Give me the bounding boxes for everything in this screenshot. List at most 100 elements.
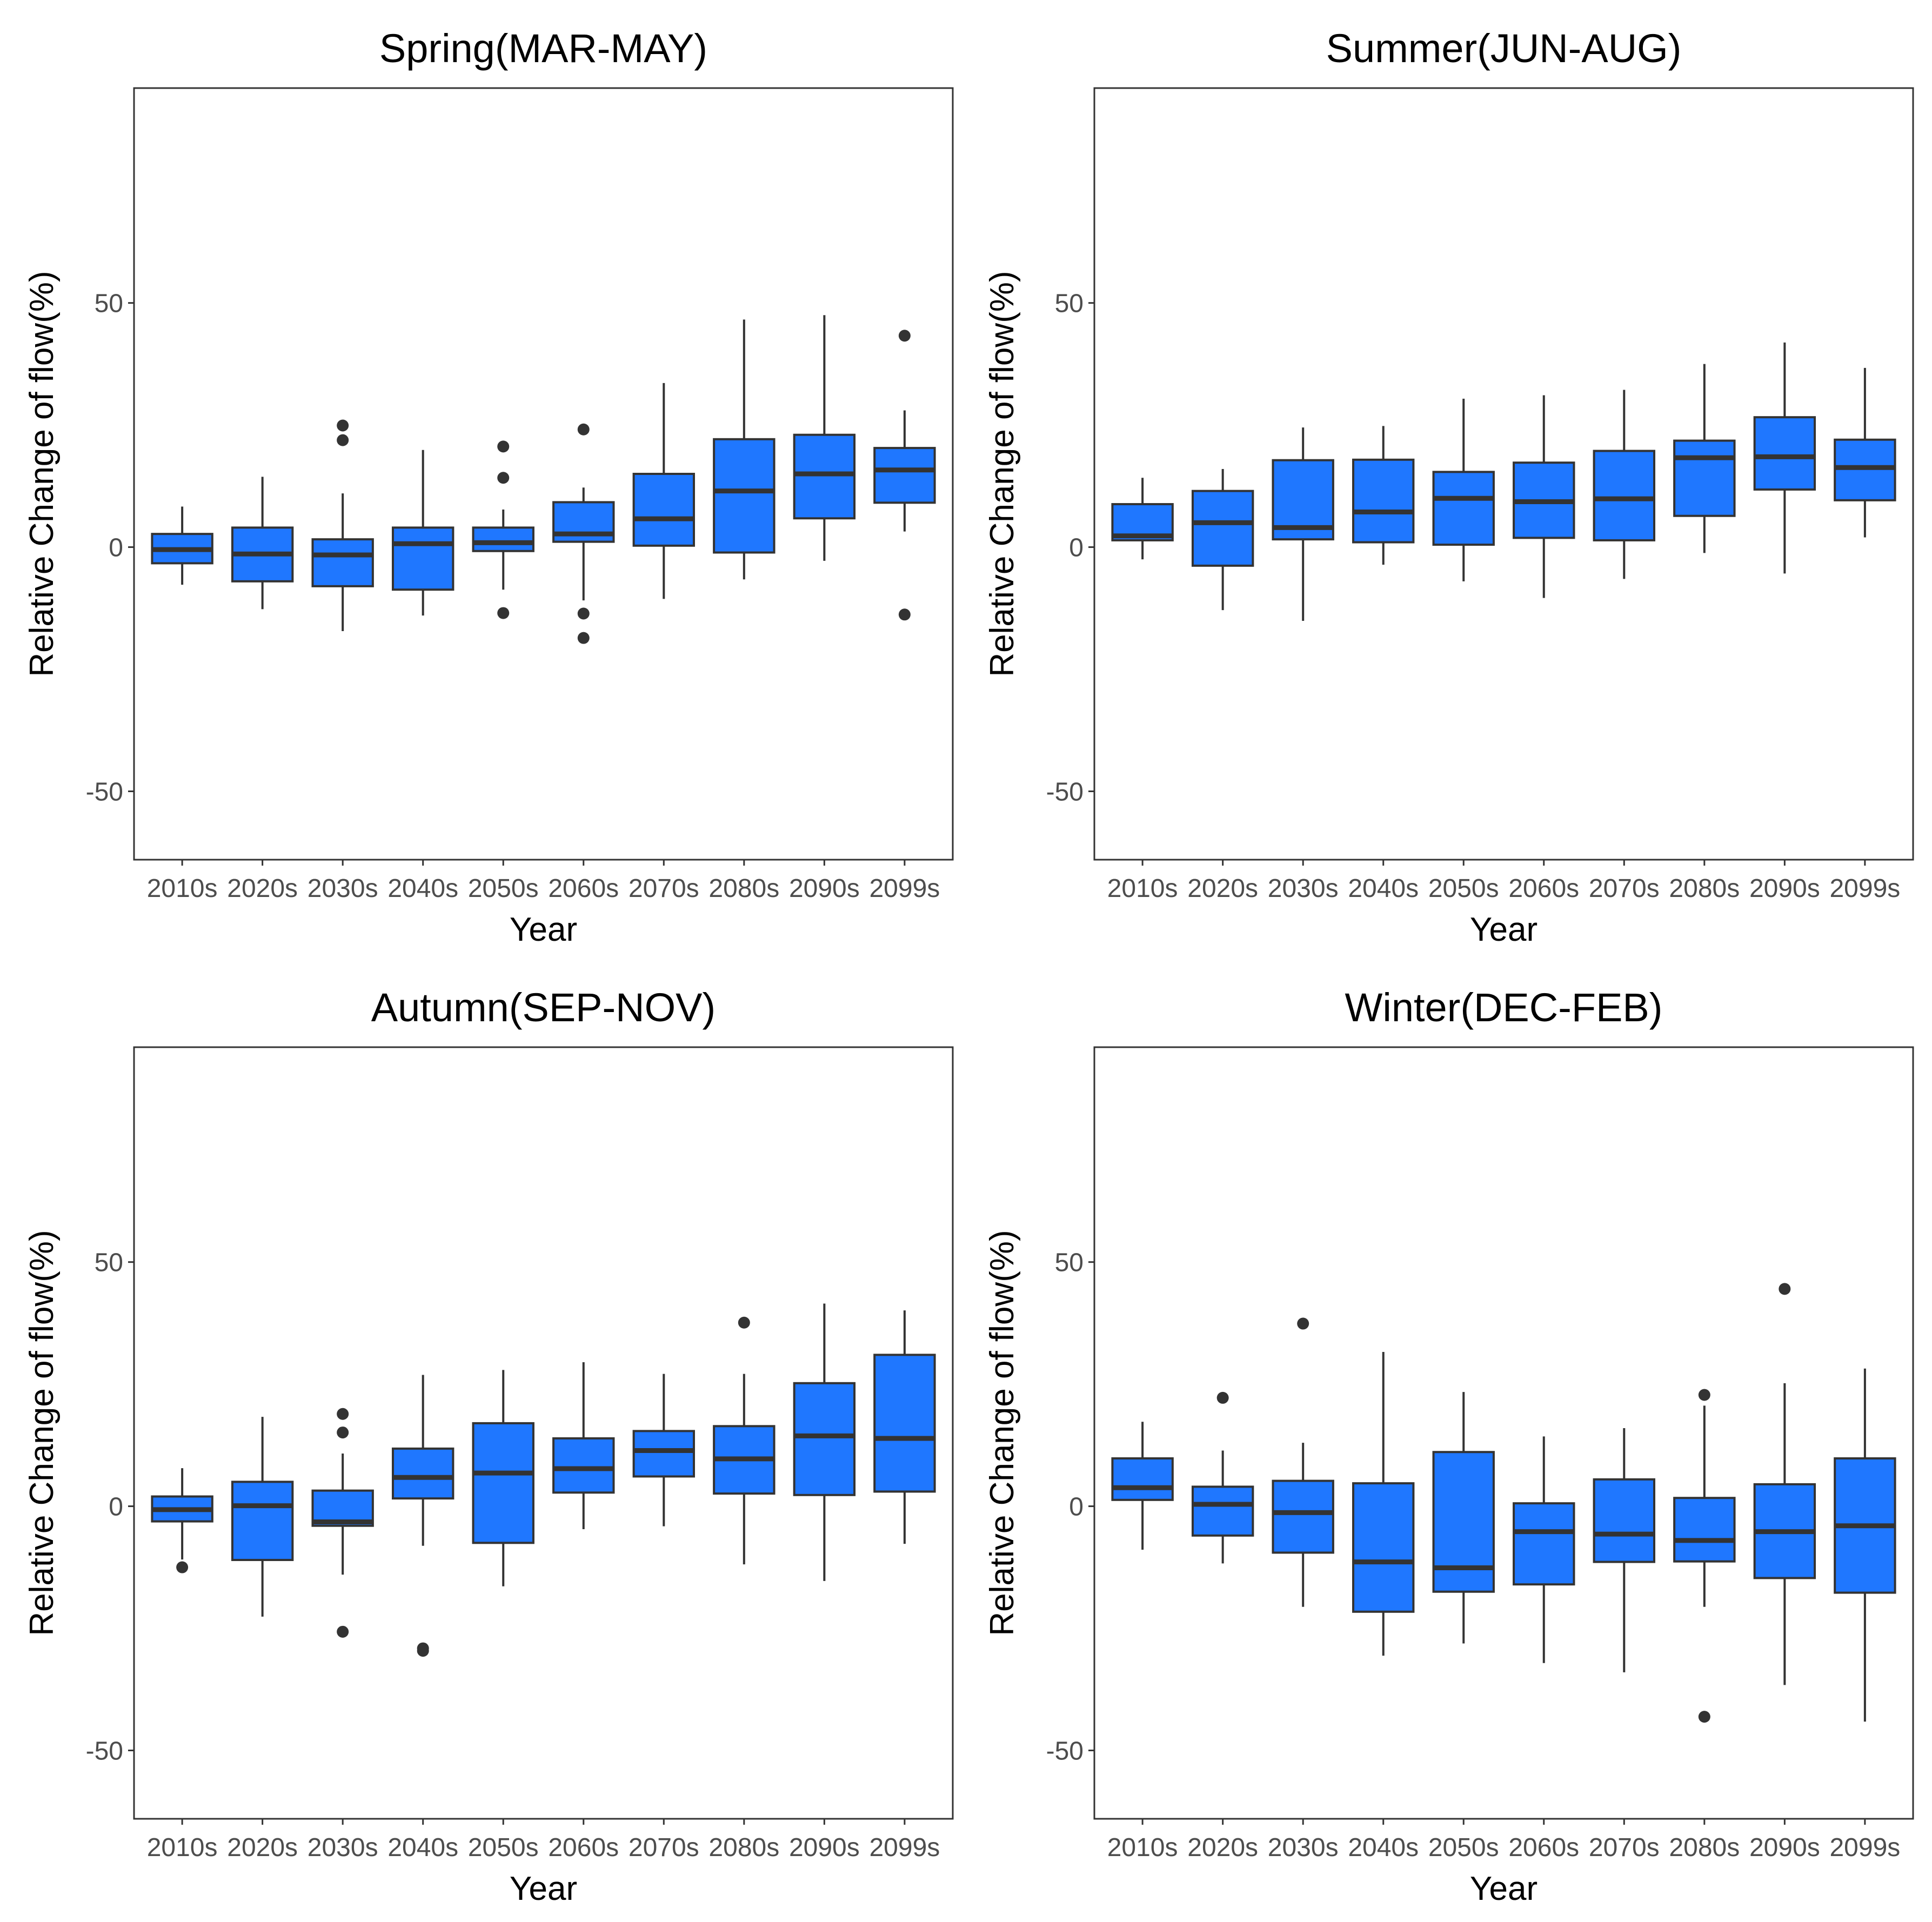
x-tick-label: 2010s xyxy=(1107,1833,1178,1862)
box-2040s xyxy=(1352,426,1415,565)
outlier-point xyxy=(497,472,510,484)
y-tick-label: -50 xyxy=(1046,1737,1084,1765)
outlier-point xyxy=(337,419,349,432)
outlier-point xyxy=(1779,1283,1791,1295)
x-tick-label: 2099s xyxy=(869,1833,940,1862)
x-tick-label: 2020s xyxy=(1187,874,1258,903)
box-2090s xyxy=(793,315,856,561)
box-2050s xyxy=(1432,1392,1495,1644)
outlier-point xyxy=(417,1645,429,1657)
y-tick-label: 50 xyxy=(95,290,123,318)
plot-border xyxy=(133,87,954,861)
box-2030s xyxy=(311,419,374,632)
outlier-point xyxy=(176,1561,189,1573)
x-tick-label: 2080s xyxy=(708,1833,779,1862)
box-iqr xyxy=(873,1354,936,1493)
y-tick-label: -50 xyxy=(1046,778,1084,806)
y-tick-label: 0 xyxy=(1069,534,1084,562)
x-tick-label: 2070s xyxy=(629,1833,699,1862)
x-tick-label: 2060s xyxy=(548,1833,619,1862)
box-2050s xyxy=(472,440,534,619)
x-axis-title: Year xyxy=(1470,911,1537,948)
x-tick-label: 2050s xyxy=(468,1833,539,1862)
box-2090s xyxy=(1753,1283,1816,1685)
outlier-point xyxy=(577,632,590,644)
y-tick-label: -50 xyxy=(86,778,123,806)
box-iqr xyxy=(873,447,936,504)
y-tick-label: 50 xyxy=(95,1249,123,1277)
box-2099s xyxy=(873,1310,936,1544)
outlier-point xyxy=(337,434,349,446)
y-axis-title: Relative Change of flow(%) xyxy=(984,271,1021,677)
y-axis-title: Relative Change of flow(%) xyxy=(23,271,61,677)
box-iqr xyxy=(472,526,534,552)
box-iqr xyxy=(1834,438,1896,501)
box-iqr xyxy=(1753,416,1816,491)
box-iqr xyxy=(1352,1482,1415,1613)
box-2060s xyxy=(552,423,615,644)
x-tick-label: 2060s xyxy=(548,874,619,903)
box-2060s xyxy=(552,1362,615,1530)
outlier-point xyxy=(337,1408,349,1420)
panel-1: Spring(MAR-MAY) -50 0 50 2010s 2020s 2030s 2040… xyxy=(23,26,954,948)
box-2030s xyxy=(1272,1317,1334,1607)
box-iqr xyxy=(632,1430,695,1478)
box-iqr xyxy=(1673,439,1736,517)
x-tick-label: 2090s xyxy=(789,874,860,903)
box-2080s xyxy=(713,1316,776,1565)
outlier-point xyxy=(337,1427,349,1439)
x-tick-label: 2070s xyxy=(1589,874,1660,903)
x-tick-label: 2070s xyxy=(1589,1833,1660,1862)
panel-title: Autumn(SEP-NOV) xyxy=(371,985,716,1030)
plot-border xyxy=(133,1046,954,1820)
box-iqr xyxy=(793,433,856,520)
x-tick-label: 2050s xyxy=(468,874,539,903)
x-tick-label: 2080s xyxy=(708,874,779,903)
x-tick-label: 2010s xyxy=(1107,874,1178,903)
x-tick-label: 2060s xyxy=(1508,1833,1579,1862)
x-tick-label: 2040s xyxy=(1348,1833,1419,1862)
x-tick-label: 2020s xyxy=(227,874,298,903)
box-iqr xyxy=(392,526,454,591)
box-2020s xyxy=(231,477,294,610)
box-2030s xyxy=(1272,427,1334,621)
panel-2: Summer(JUN-AUG) -50 0 50 2010s 2020s 2030s 2040… xyxy=(984,26,1914,948)
y-tick-label: 0 xyxy=(109,534,123,562)
x-tick-label: 2099s xyxy=(1829,874,1900,903)
x-tick-label: 2010s xyxy=(147,1833,218,1862)
outlier-point xyxy=(738,1316,750,1329)
y-axis-title: Relative Change of flow(%) xyxy=(23,1230,61,1636)
box-2070s xyxy=(632,383,695,599)
outlier-point xyxy=(577,607,590,620)
x-tick-label: 2040s xyxy=(387,874,458,903)
outlier-point xyxy=(1698,1389,1710,1401)
panel-title: Spring(MAR-MAY) xyxy=(379,26,707,71)
x-tick-label: 2030s xyxy=(307,1833,378,1862)
outlier-point xyxy=(1216,1391,1229,1404)
x-tick-label: 2080s xyxy=(1669,874,1740,903)
box-2060s xyxy=(1513,395,1575,598)
box-2020s xyxy=(1191,1391,1254,1564)
x-tick-label: 2090s xyxy=(1749,1833,1820,1862)
x-tick-label: 2099s xyxy=(1829,1833,1900,1862)
box-iqr xyxy=(1352,458,1415,544)
x-tick-label: 2010s xyxy=(147,874,218,903)
x-axis-title: Year xyxy=(1470,1870,1537,1907)
box-iqr xyxy=(713,438,776,554)
box-2040s xyxy=(1352,1351,1415,1656)
box-iqr xyxy=(1593,1478,1655,1563)
panel-3: Autumn(SEP-NOV) -50 0 50 2010s 2020s 2030s 2040… xyxy=(23,985,954,1907)
x-tick-label: 2099s xyxy=(869,874,940,903)
outlier-point xyxy=(898,330,911,342)
y-tick-label: 0 xyxy=(1069,1493,1084,1522)
box-2010s xyxy=(1111,478,1174,560)
box-iqr xyxy=(1191,1485,1254,1537)
box-2080s xyxy=(713,319,776,580)
box-iqr xyxy=(632,473,695,547)
outlier-point xyxy=(497,440,510,453)
x-tick-label: 2070s xyxy=(629,874,699,903)
x-tick-label: 2030s xyxy=(1268,874,1339,903)
box-2050s xyxy=(1432,398,1495,581)
x-axis-title: Year xyxy=(510,911,577,948)
